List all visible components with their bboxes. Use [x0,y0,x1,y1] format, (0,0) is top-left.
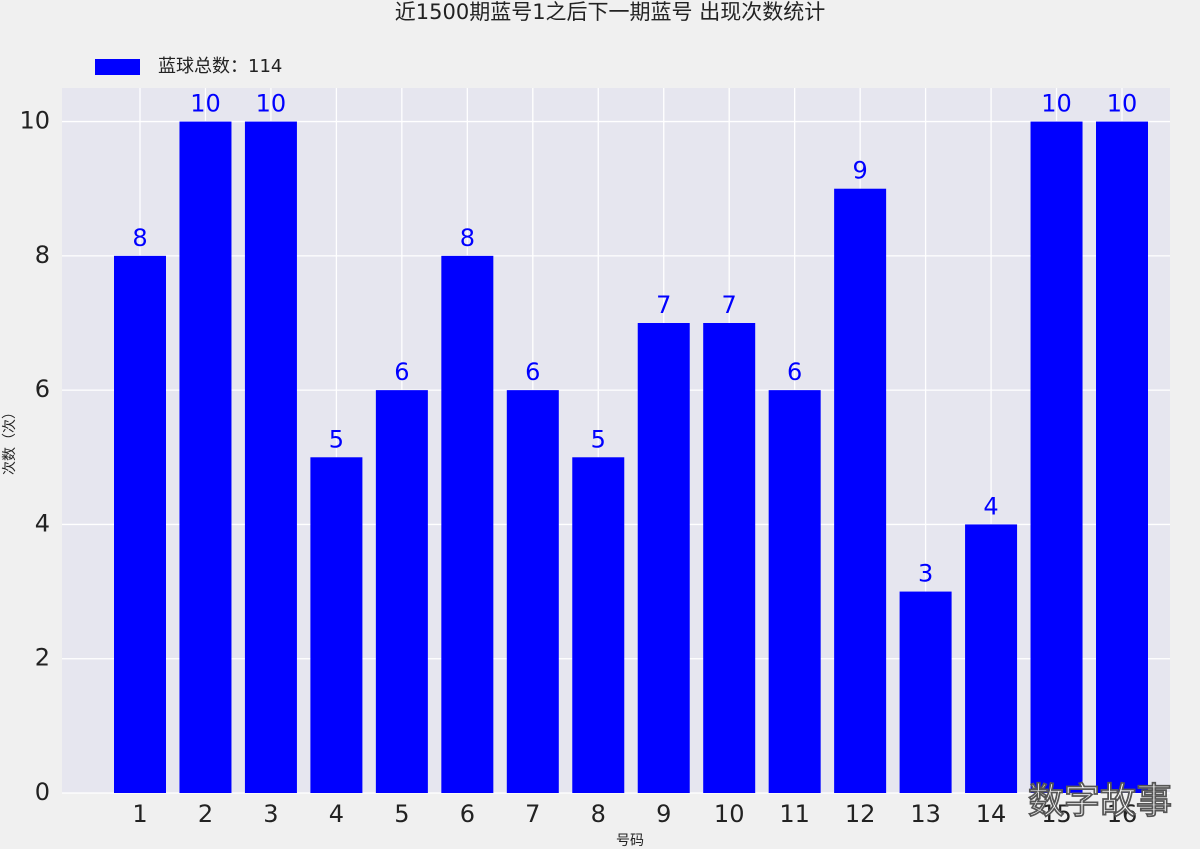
data-label: 3 [918,560,933,588]
x-tick-label: 12 [845,800,876,828]
data-label: 10 [1107,90,1138,118]
bar [899,591,952,793]
bar [1030,121,1083,794]
bar [965,524,1018,793]
x-tick-label: 11 [779,800,810,828]
bar [375,390,428,793]
bar [834,188,887,793]
x-tick-label: 5 [394,800,409,828]
x-tick-label: 14 [976,800,1007,828]
y-tick-label: 4 [35,509,50,537]
y-tick-label: 6 [35,375,50,403]
marks: 8 10 10 5 6 8 6 5 7 7 6 9 3 4 10 10 [114,90,1148,794]
data-label: 4 [983,492,998,520]
bar [244,121,297,794]
x-tick-label: 13 [910,800,941,828]
x-tick-label: 2 [198,800,213,828]
bar [441,255,494,793]
data-label: 6 [787,358,802,386]
data-label: 8 [460,224,475,252]
data-label: 10 [1041,90,1072,118]
bar [179,121,232,794]
x-tick-label: 4 [329,800,344,828]
bar [637,323,690,793]
data-label: 6 [525,358,540,386]
y-tick-label: 0 [35,778,50,806]
x-tick-label: 7 [525,800,540,828]
x-tick-label: 9 [656,800,671,828]
data-label: 6 [394,358,409,386]
x-tick-label: 15 [1041,800,1072,828]
y-tick-label: 10 [19,107,50,135]
x-tick-label: 10 [714,800,745,828]
data-label: 9 [852,157,867,185]
x-tick-label: 16 [1107,800,1138,828]
y-tick-label: 2 [35,644,50,672]
bar [703,323,756,793]
data-label: 8 [132,224,147,252]
x-tick-label: 8 [591,800,606,828]
bar [114,255,166,793]
x-axis-label: 号码 [616,833,644,849]
bar [506,390,559,793]
legend-swatch [95,59,140,75]
data-label: 7 [722,291,737,319]
bar [1096,121,1148,794]
x-tick-label: 3 [263,800,278,828]
watermark: 数字故事 [1028,781,1172,822]
y-tick-label: 8 [35,241,50,269]
data-label: 5 [329,425,344,453]
bar [310,457,363,793]
legend-label: 蓝球总数：114 [158,56,282,77]
y-axis-label: 次数（次） [2,405,18,475]
data-label: 10 [190,90,221,118]
chart-title: 近1500期蓝号1之后下一期蓝号 出现次数统计 [395,0,825,24]
x-tick-label: 1 [132,800,147,828]
data-label: 5 [591,425,606,453]
bar [768,390,821,793]
x-tick-label: 6 [460,800,475,828]
bar [572,457,625,793]
data-label: 10 [256,90,287,118]
data-label: 7 [656,291,671,319]
